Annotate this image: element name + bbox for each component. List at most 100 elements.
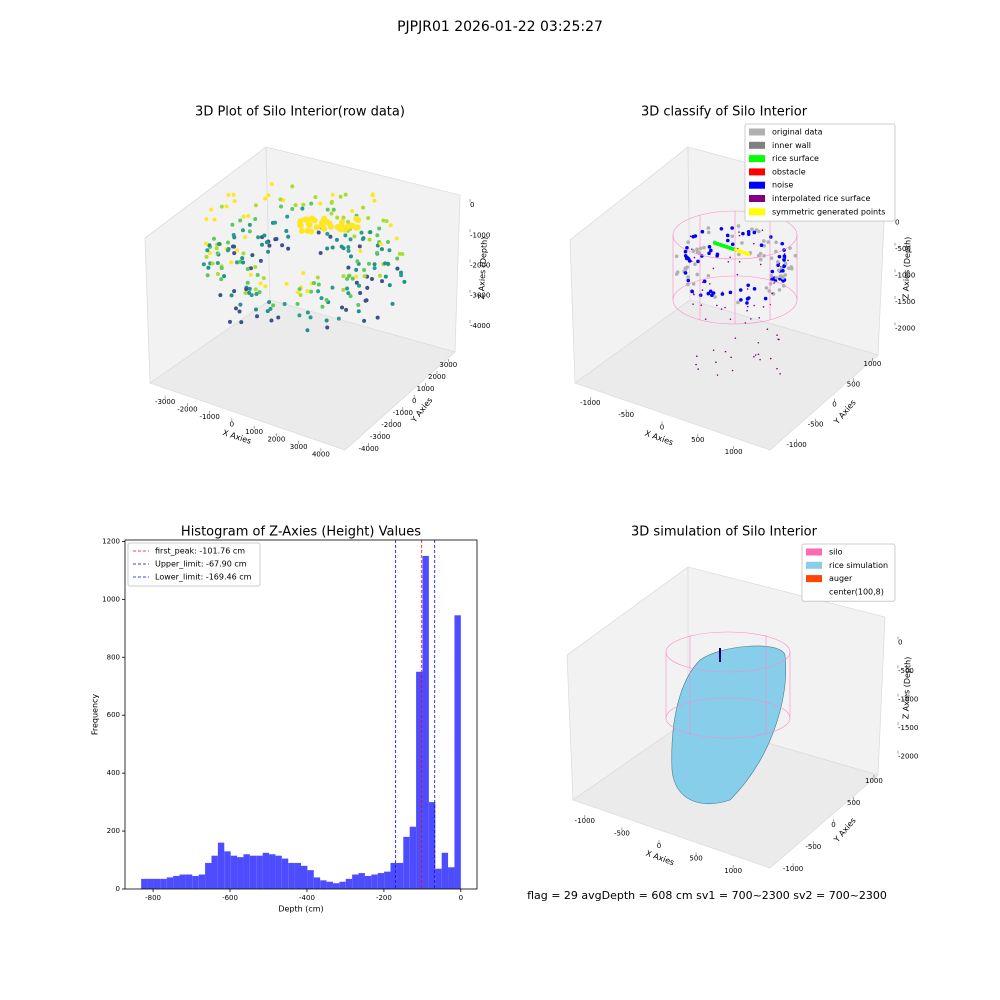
point-decoration (341, 287, 346, 292)
y-tick-label: 800 (107, 653, 120, 661)
point-decoration (692, 303, 694, 305)
z-tick-label: 0 (898, 639, 902, 647)
z-tick-label: -1000 (470, 231, 490, 239)
point-decoration (230, 244, 235, 249)
bar (173, 875, 180, 889)
plot-frame (124, 539, 478, 890)
point-decoration (241, 260, 246, 265)
x-tick-label: 3000 (290, 443, 308, 451)
y-tick-label: 1200 (102, 537, 120, 545)
point-decoration (204, 254, 209, 259)
point-decoration (304, 227, 311, 234)
point-decoration (746, 305, 749, 308)
point-decoration (244, 287, 249, 292)
point-decoration (753, 304, 755, 307)
bar (441, 852, 449, 889)
point-decoration (318, 201, 323, 206)
point-decoration (719, 226, 724, 231)
point-decoration (783, 261, 788, 266)
point-decoration (218, 293, 223, 298)
point-decoration (237, 309, 242, 314)
y-tick-label: 500 (847, 380, 860, 388)
bar (160, 878, 167, 889)
point-decoration (233, 306, 238, 311)
point-decoration (341, 215, 346, 220)
point-decoration (212, 217, 217, 222)
bar (326, 881, 333, 889)
point-decoration (769, 256, 774, 260)
point-decoration (255, 272, 260, 277)
point-decoration (316, 282, 321, 287)
point-decoration (685, 265, 690, 269)
point-decoration (395, 256, 400, 261)
point-decoration (367, 261, 372, 266)
x-tick-label: -800 (145, 894, 161, 902)
point-decoration (395, 266, 400, 271)
z-tick-label: -500 (895, 245, 911, 253)
point-decoration (386, 240, 391, 245)
silo-wireframe (672, 210, 798, 325)
point-decoration (740, 241, 744, 245)
point-decoration (354, 267, 359, 272)
point-decoration (240, 256, 245, 261)
y-tick-label: -4000 (359, 445, 379, 453)
point-decoration (787, 259, 789, 262)
point-decoration (375, 233, 380, 238)
bar (371, 874, 378, 889)
point-decoration (247, 286, 252, 291)
point-decoration (313, 195, 318, 200)
chart-title: Histogram of Z-Axies (Height) Values (181, 525, 421, 540)
legend-swatch (806, 575, 822, 583)
point-decoration (377, 226, 382, 231)
point-decoration (686, 257, 691, 261)
point-decoration (205, 273, 210, 278)
point-decoration (372, 262, 377, 267)
legend-swatch (806, 548, 822, 556)
point-decoration (282, 301, 287, 306)
point-decoration (346, 248, 351, 253)
point-decoration (736, 224, 741, 228)
point-decoration (318, 251, 323, 256)
point-decoration (266, 249, 271, 254)
point-decoration (205, 248, 210, 253)
point-decoration (358, 248, 363, 253)
point-decoration (383, 274, 388, 279)
point-decoration (693, 293, 695, 296)
point-decoration (706, 291, 711, 296)
point-decoration (284, 281, 289, 286)
point-decoration (774, 249, 778, 254)
point-decoration (386, 261, 391, 266)
legend-label: obstacle (772, 167, 806, 176)
point-decoration (356, 303, 361, 308)
z-axis-label: Z Axies (Depth) (901, 237, 912, 300)
legend-label: rice simulation (829, 561, 888, 570)
point-decoration (316, 289, 321, 294)
point-decoration (380, 279, 385, 284)
x-axis-label: X Axies (644, 429, 675, 448)
z-axis-label: Z Axies (Depth) (477, 236, 489, 299)
point-decoration (769, 357, 772, 360)
point-decoration (690, 289, 694, 294)
point-decoration (368, 230, 373, 235)
y-tick-label: 0 (831, 821, 835, 829)
point-decoration (759, 243, 764, 248)
point-decoration (769, 274, 774, 278)
point-decoration (683, 254, 688, 258)
point-decoration (761, 229, 764, 232)
point-decoration (269, 318, 274, 323)
point-decoration (247, 290, 252, 295)
point-decoration (778, 274, 783, 279)
point-decoration (300, 206, 305, 211)
point-decoration (725, 238, 730, 243)
z-axis-label: Z Axies (Depth) (901, 657, 912, 720)
point-decoration (686, 240, 690, 244)
point-decoration (335, 215, 340, 220)
point-decoration (774, 275, 779, 280)
x-tick-label: -3000 (155, 398, 175, 406)
bar (307, 870, 314, 889)
point-decoration (324, 318, 329, 323)
legend-label: rice surface (772, 154, 819, 163)
point-decoration (247, 222, 252, 227)
point-decoration (215, 251, 220, 256)
point-decoration (309, 215, 316, 222)
